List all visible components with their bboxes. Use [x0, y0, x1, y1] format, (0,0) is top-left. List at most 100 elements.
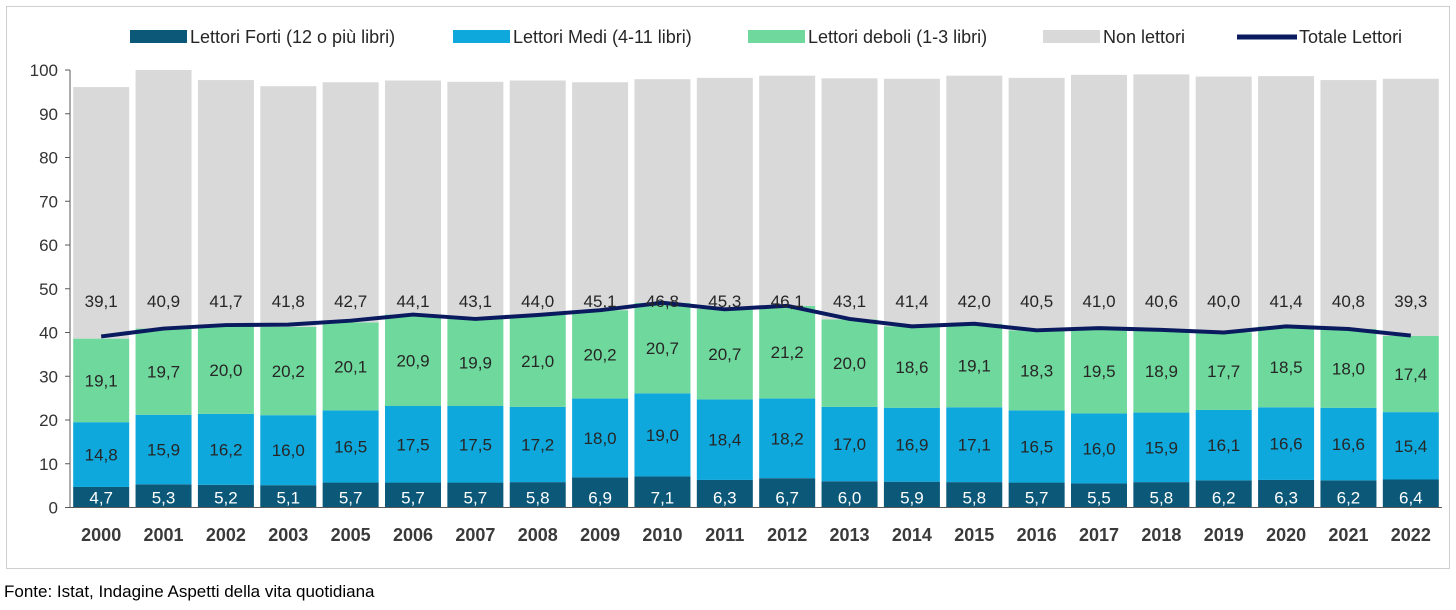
bar-segment [73, 87, 130, 339]
data-label: 16,5 [334, 437, 367, 456]
y-tick-label: 90 [39, 105, 58, 124]
data-label: 17,5 [396, 435, 429, 454]
source-note: Fonte: Istat, Indagine Aspetti della vit… [4, 582, 375, 601]
total-label: 40,9 [147, 292, 180, 311]
data-label: 17,4 [1394, 365, 1427, 384]
x-tick-label: 2007 [455, 525, 495, 545]
x-tick-label: 2000 [81, 525, 121, 545]
data-label: 18,6 [895, 358, 928, 377]
data-label: 19,1 [958, 357, 991, 376]
total-label: 41,4 [1270, 292, 1303, 311]
bar-segment [883, 326, 940, 408]
data-label: 5,8 [1150, 489, 1174, 508]
legend-swatch [748, 30, 805, 43]
y-tick-label: 0 [49, 499, 58, 518]
bar-segment [322, 482, 379, 508]
total-label: 46,1 [771, 292, 804, 311]
data-label: 20,0 [209, 361, 242, 380]
data-label: 15,9 [147, 441, 180, 460]
bar-segment [946, 482, 1003, 508]
x-tick-label: 2003 [268, 525, 308, 545]
total-label: 40,8 [1332, 292, 1365, 311]
bar-segment [197, 80, 254, 327]
data-label: 5,2 [214, 489, 238, 508]
bar-segment [1320, 80, 1377, 329]
data-label: 5,9 [900, 489, 924, 508]
bar-segment [1258, 407, 1315, 480]
data-label: 5,3 [152, 489, 176, 508]
bar-segment [322, 322, 379, 411]
data-label: 18,4 [708, 431, 741, 450]
bar-segment [572, 82, 629, 311]
bar-segment [1258, 76, 1315, 327]
x-tick-label: 2002 [206, 525, 246, 545]
legend-swatch [1043, 30, 1100, 43]
data-label: 16,1 [1207, 436, 1240, 455]
data-label: 17,1 [958, 436, 991, 455]
x-tick-label: 2013 [830, 525, 870, 545]
bar-segment [73, 486, 130, 508]
x-tick-label: 2014 [892, 525, 932, 545]
data-label: 6,7 [775, 489, 799, 508]
x-tick-label: 2017 [1079, 525, 1119, 545]
bar-segment [73, 338, 130, 423]
x-tick-label: 2020 [1266, 525, 1306, 545]
data-label: 6,3 [713, 489, 737, 508]
bar-segment [883, 407, 940, 482]
bar-segment [135, 70, 192, 329]
bar-segment [1320, 480, 1377, 508]
bar-segment [946, 75, 1003, 324]
data-label: 20,2 [584, 345, 617, 364]
bar-segment [509, 315, 566, 407]
bar-segment [1195, 332, 1252, 410]
bar-segment [509, 406, 566, 483]
bar-segment [572, 310, 629, 399]
bar-segment [1008, 77, 1065, 331]
x-tick-label: 2021 [1328, 525, 1368, 545]
bar-segment [696, 399, 753, 480]
bar-segment [73, 422, 130, 487]
y-tick-label: 30 [39, 367, 58, 386]
data-label: 16,0 [272, 441, 305, 460]
data-label: 21,0 [521, 352, 554, 371]
data-label: 18,0 [584, 429, 617, 448]
data-label: 16,2 [209, 440, 242, 459]
total-label: 40,0 [1207, 292, 1240, 311]
bar-segment [1071, 413, 1127, 484]
bar-segment [759, 305, 816, 399]
x-tick-label: 2019 [1204, 525, 1244, 545]
x-tick-label: 2015 [954, 525, 994, 545]
bar-segment [385, 406, 441, 483]
data-label: 6,3 [1274, 489, 1298, 508]
data-label: 19,9 [459, 353, 492, 372]
legend-label: Lettori Forti (12 o più libri) [190, 27, 395, 47]
bar-segment [696, 77, 753, 309]
bar-segment [135, 328, 192, 415]
bar-segment [634, 79, 691, 303]
data-label: 18,3 [1020, 361, 1053, 380]
bar-segment [759, 398, 816, 479]
total-label: 40,6 [1145, 292, 1178, 311]
x-tick-label: 2012 [767, 525, 807, 545]
bar-segment [197, 326, 254, 414]
x-tick-label: 2008 [518, 525, 558, 545]
data-label: 6,2 [1212, 489, 1236, 508]
legend-label: Totale Lettori [1299, 27, 1402, 47]
x-tick-label: 2018 [1141, 525, 1181, 545]
total-label: 43,1 [833, 292, 866, 311]
data-label: 19,1 [85, 371, 118, 390]
bar-segment [572, 398, 629, 478]
legend-label: Lettori Medi (4-11 libri) [513, 27, 692, 47]
bar-segment [1195, 76, 1252, 333]
bar-segment [1133, 74, 1190, 330]
x-tick-label: 2022 [1391, 525, 1431, 545]
bar-segment [447, 406, 504, 483]
x-tick-label: 2001 [144, 525, 184, 545]
bar-segment [197, 484, 254, 508]
data-label: 17,0 [833, 435, 866, 454]
bar-segment [1195, 409, 1252, 481]
bar-segment [946, 407, 1003, 483]
bar-segment [385, 314, 441, 406]
data-label: 20,0 [833, 354, 866, 373]
bar-segment [135, 414, 192, 485]
